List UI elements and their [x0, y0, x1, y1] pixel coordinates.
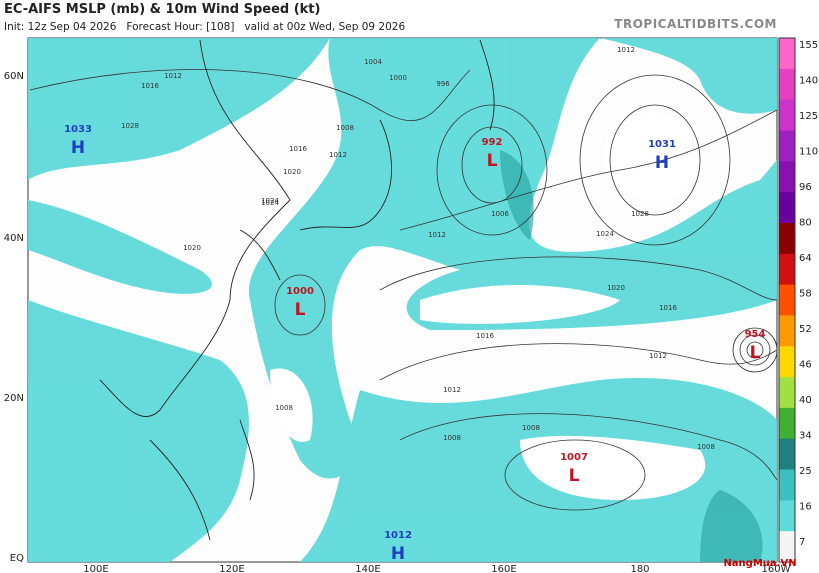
colorbar-tick: 16: [799, 502, 812, 513]
colorbar-cell: [779, 469, 795, 501]
lon-label: 100E: [83, 564, 108, 573]
isobar-label: 1008: [336, 124, 354, 132]
colorbar-frame: [778, 37, 796, 563]
colorbar-cell: [779, 68, 795, 101]
isobar-label: 1012: [443, 386, 461, 394]
colorbar-tick: 7: [799, 537, 805, 548]
colorbar-cell: [779, 377, 795, 409]
colorbar-cell: [779, 161, 795, 193]
colorbar-cell: [779, 192, 795, 224]
colorbar-cell: [779, 438, 795, 471]
colorbar-tick: 140: [799, 76, 818, 87]
init-line: Init: 12z Sep 04 2026 Forecast Hour: [10…: [4, 21, 406, 33]
center-type: H: [655, 153, 669, 173]
colorbar-cell: [779, 284, 795, 316]
calm-areas: [270, 113, 706, 500]
colorbar-tick: 46: [799, 360, 812, 371]
colorbar-cell: [779, 407, 795, 440]
colorbar-tick: 58: [799, 289, 812, 300]
colorbar-cell: [779, 253, 795, 286]
center-value: 992: [482, 137, 503, 148]
isobar-label: 1012: [329, 151, 347, 159]
lon-label: 180: [630, 564, 649, 573]
isobar-label: 1020: [183, 244, 201, 252]
lon-label: 160E: [491, 564, 516, 573]
center-type: H: [71, 138, 85, 158]
isobar-label: 1020: [283, 168, 301, 176]
lat-label: 40N: [4, 233, 24, 244]
colorbar-tick: 155: [799, 40, 818, 51]
isobar-label: 1024: [596, 230, 614, 238]
lon-label: 120E: [219, 564, 244, 573]
colorbar-tick: 64: [799, 253, 812, 264]
colorbar-tick: 34: [799, 431, 812, 442]
center-value: 1007: [560, 452, 588, 463]
colorbar-tick: 96: [799, 182, 812, 193]
map-title: EC-AIFS MSLP (mb) & 10m Wind Speed (kt): [4, 2, 321, 17]
colorbar-tick: 125: [799, 111, 818, 122]
strong-wind: [500, 150, 763, 562]
isobar-label: 1020: [607, 284, 625, 292]
isobar-label: 1016: [659, 304, 677, 312]
axes: 60N 40N 20N EQ 100E 120E 140E 160E 180 160W: [4, 71, 791, 573]
isobar-label: 996: [436, 80, 450, 88]
lat-label: 20N: [4, 393, 24, 404]
colorbar-tick: 80: [799, 218, 812, 229]
center-value: 1031: [648, 139, 676, 150]
isobar-label: 1008: [443, 434, 461, 442]
center-value: 954: [745, 329, 766, 340]
isobar-label: 1012: [428, 231, 446, 239]
lon-label: 140E: [355, 564, 380, 573]
lon-label: 160W: [762, 564, 791, 573]
site-name: TROPICALTIDBITS.COM: [614, 17, 777, 31]
isobar-label: 1016: [476, 332, 494, 340]
isobar-label: 1028: [121, 122, 139, 130]
center-type: L: [750, 343, 761, 363]
isobar-label: 1028: [631, 210, 649, 218]
isobar-label: 1012: [617, 46, 635, 54]
isobar-label: 1006: [491, 210, 509, 218]
coastlines: [99, 39, 495, 541]
colorbar-cell: [779, 130, 795, 162]
colorbar-tick: 25: [799, 466, 812, 477]
center-value: 1033: [64, 124, 92, 135]
lat-label: EQ: [10, 553, 24, 564]
center-type: L: [487, 151, 498, 171]
colorbar: 155 140 125 110 96 80 64 58 52 46 40 34 25 16 7: [778, 37, 818, 563]
lat-label: 60N: [4, 71, 24, 82]
isobar-label: 1008: [275, 404, 293, 412]
isobar-label: 1024: [261, 197, 279, 205]
isobar-label: 1024: [261, 199, 279, 207]
colorbar-cell: [779, 346, 795, 378]
center-type: H: [391, 544, 405, 564]
isobars: [29, 69, 778, 511]
colorbar-cell: [779, 222, 795, 255]
isobar-label: 1008: [697, 443, 715, 451]
isobar-label: 1012: [164, 72, 182, 80]
center-type: L: [295, 300, 306, 320]
colorbar-cell: [779, 500, 795, 532]
colorbar-cell: [779, 99, 795, 131]
colorbar-cell: [779, 531, 795, 563]
colorbar-cell: [779, 315, 795, 347]
center-value: 1000: [286, 286, 314, 297]
isobar-label: 1004: [364, 58, 382, 66]
center-value: 1012: [384, 530, 412, 541]
isobar-label: 1008: [522, 424, 540, 432]
isobar-label: 1016: [141, 82, 159, 90]
isobar-label: 1012: [649, 352, 667, 360]
isobar-label: 1016: [289, 145, 307, 153]
pressure-centers: 1033 H 992 L 1031 H 1000 L 954 L 1007 L 1012 H: [64, 124, 765, 564]
isobar-label: 1000: [389, 74, 407, 82]
watermark: NangMua.VN: [723, 558, 796, 569]
isobar-labels: 1012 1016 1028 1024 1004 1000 996 1016 1020 1012 1…: [121, 46, 715, 451]
colorbar-tick: 40: [799, 395, 812, 406]
center-type: L: [569, 466, 580, 486]
colorbar-tick: 52: [799, 324, 812, 335]
colorbar-tick: 110: [799, 147, 818, 158]
colorbar-cell: [779, 38, 795, 70]
